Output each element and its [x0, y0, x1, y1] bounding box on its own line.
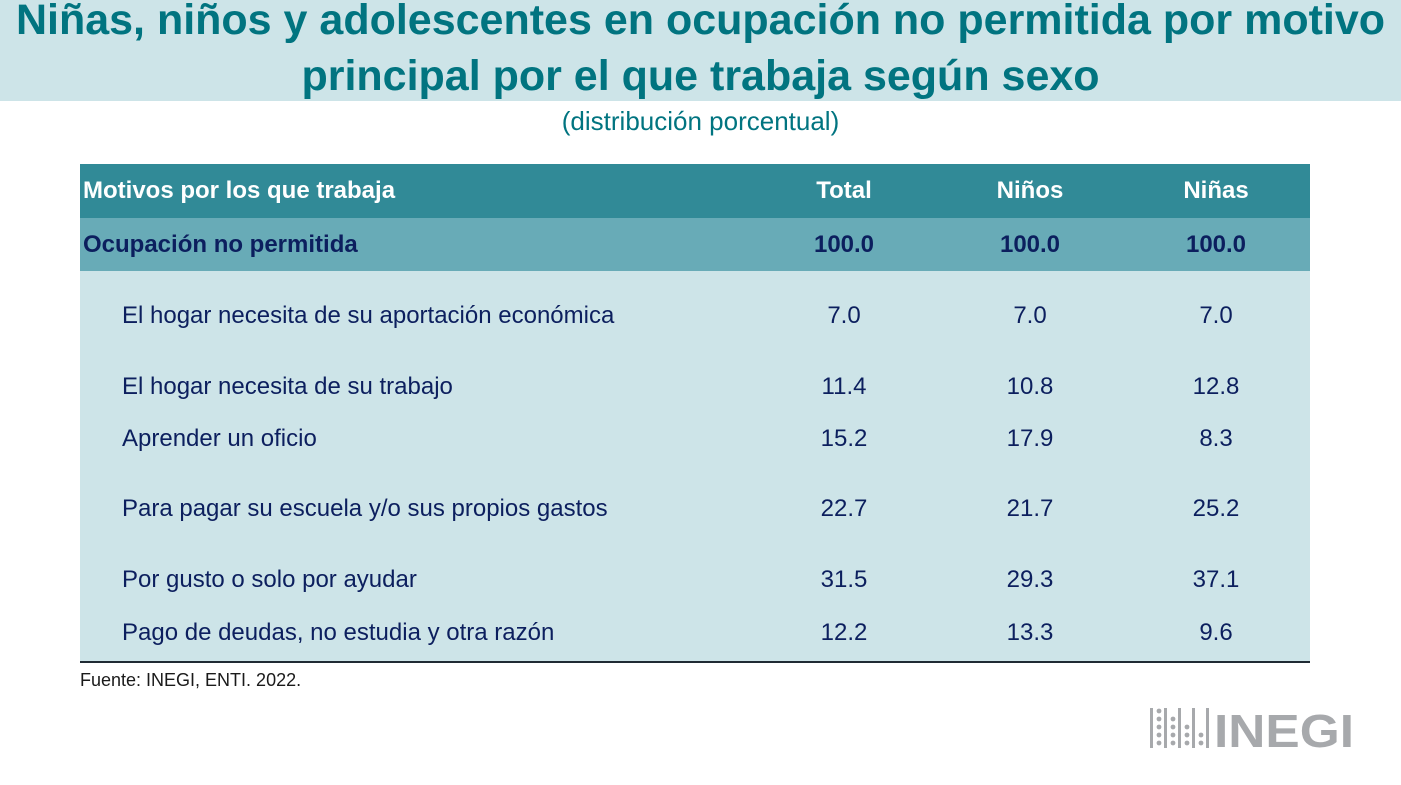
page-subtitle: (distribución porcentual) [561, 106, 840, 136]
row-ninos: 10.8 [1006, 373, 1054, 400]
table-row: Aprender un oficio 15.2 17.9 8.3 [80, 419, 1310, 459]
row-ninos: 29.3 [1006, 566, 1054, 593]
total-row-ninos: 100.0 [999, 230, 1061, 258]
row-label: El hogar necesita de su aportación econó… [122, 302, 615, 329]
row-ninas: 25.2 [1192, 495, 1240, 522]
row-ninas: 8.3 [1199, 425, 1233, 452]
total-row-total: 100.0 [813, 230, 875, 258]
row-ninas: 9.6 [1199, 619, 1233, 646]
table-row: Pago de deudas, no estudia y otra razón … [80, 613, 1310, 653]
row-total: 22.7 [820, 495, 868, 522]
row-ninos: 21.7 [1006, 495, 1054, 522]
header-ninas: Niñas [1183, 177, 1249, 204]
row-total: 12.2 [820, 619, 868, 646]
row-ninos: 13.3 [1006, 619, 1054, 646]
page-title: Niñas, niños y adolescentes en ocupación… [15, 0, 1386, 100]
inegi-logo-icon: INEGI [1150, 706, 1354, 750]
row-total: 7.0 [827, 302, 861, 329]
table-row: Para pagar su escuela y/o sus propios ga… [80, 489, 1310, 529]
row-ninos: 7.0 [1013, 302, 1047, 329]
table-row: Por gusto o solo por ayudar 31.5 29.3 37… [80, 560, 1310, 600]
row-total: 31.5 [820, 566, 868, 593]
source-note: Fuente: INEGI, ENTI. 2022. [80, 670, 302, 690]
row-label: Por gusto o solo por ayudar [122, 566, 417, 593]
table-total-row: Ocupación no permitida 100.0 100.0 100.0 [80, 218, 1310, 271]
row-total: 15.2 [820, 425, 868, 452]
header-label: Motivos por los que trabaja [83, 177, 396, 204]
row-label: Pago de deudas, no estudia y otra razón [122, 619, 555, 646]
table-header-row: Motivos por los que trabaja Total Niños … [80, 164, 1310, 218]
header-ninos: Niños [996, 177, 1064, 204]
row-ninas: 12.8 [1192, 373, 1240, 400]
row-ninos: 17.9 [1006, 425, 1054, 452]
total-row-label: Ocupación no permitida [83, 230, 358, 258]
logo-text: INEGI [1214, 706, 1354, 750]
row-ninas: 7.0 [1199, 302, 1233, 329]
header-total: Total [816, 177, 872, 204]
table-row: El hogar necesita de su trabajo 11.4 10.… [80, 367, 1310, 407]
row-total: 11.4 [821, 373, 867, 400]
row-ninas: 37.1 [1192, 566, 1240, 593]
row-label: El hogar necesita de su trabajo [122, 373, 453, 400]
total-row-ninas: 100.0 [1185, 230, 1247, 258]
row-label: Para pagar su escuela y/o sus propios ga… [122, 495, 608, 522]
title-band [0, 0, 1401, 101]
row-label: Aprender un oficio [122, 425, 317, 452]
data-table: Motivos por los que trabaja Total Niños … [80, 164, 1310, 663]
table-row: El hogar necesita de su aportación econó… [80, 296, 1310, 336]
